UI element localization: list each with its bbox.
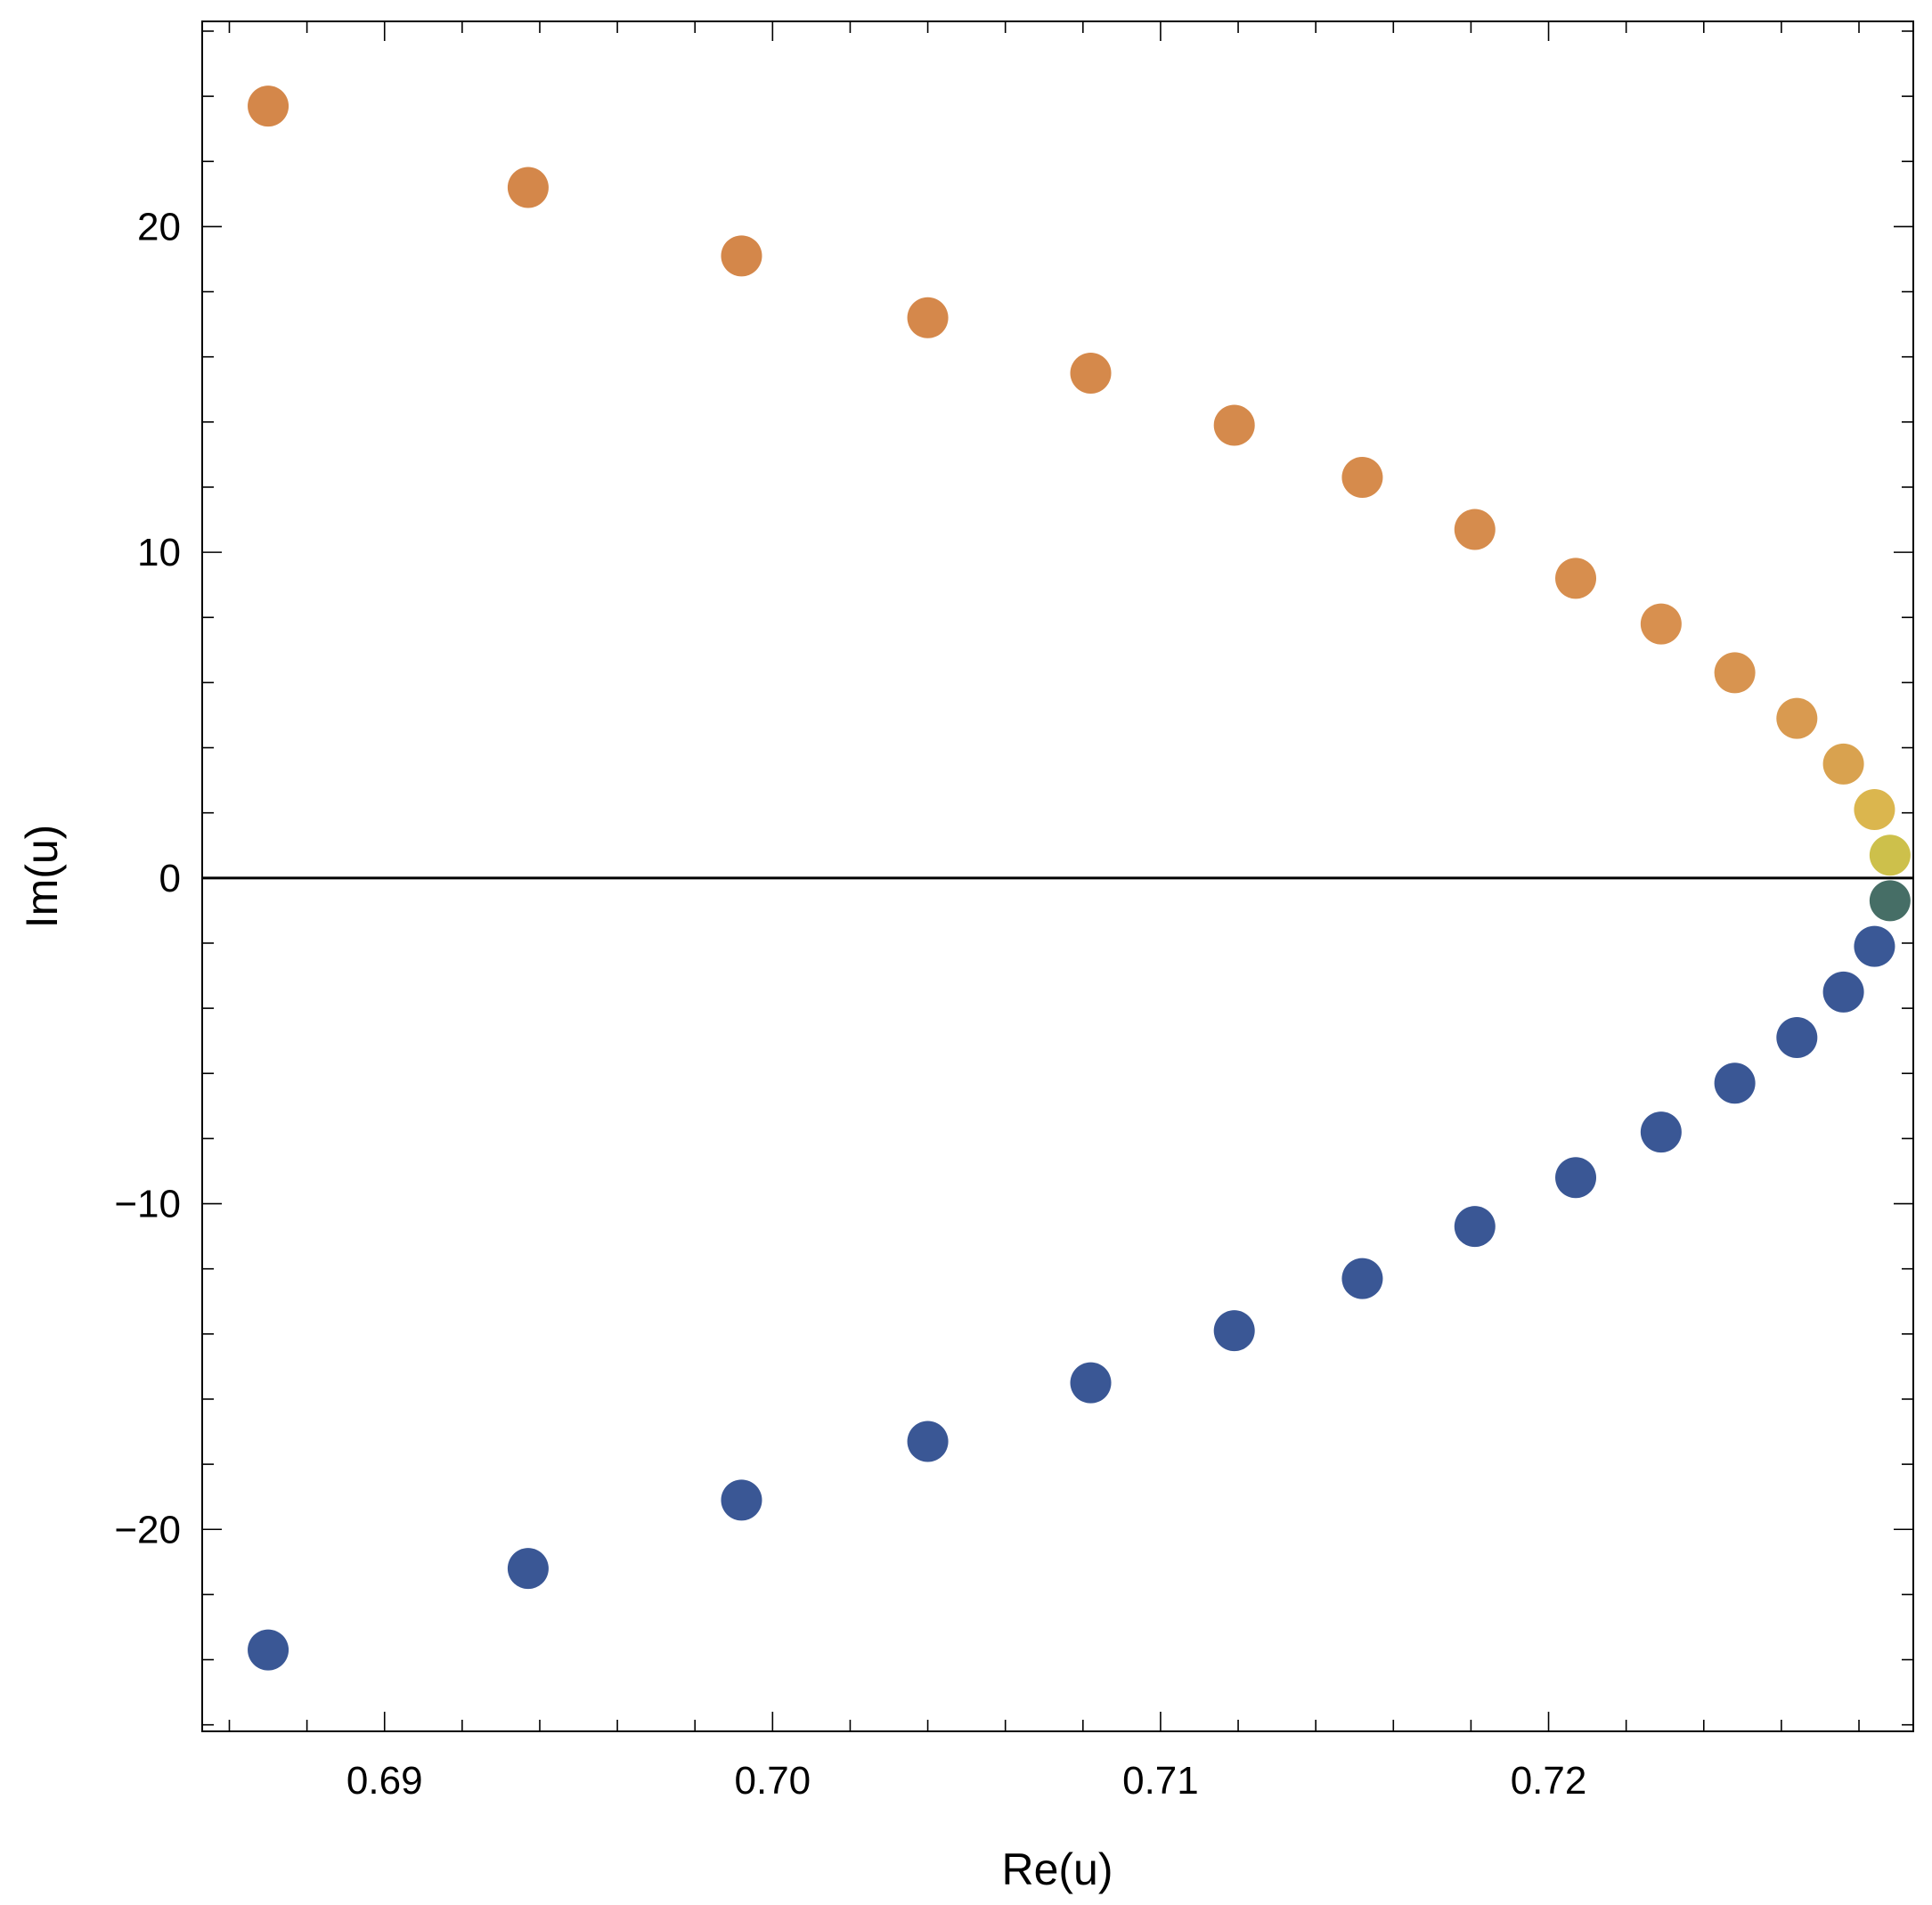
data-point: [1070, 1362, 1112, 1404]
data-point: [1454, 509, 1496, 550]
ticks-layer: [202, 21, 1913, 1731]
data-point: [721, 1479, 762, 1521]
data-point: [907, 297, 949, 338]
data-point: [721, 235, 762, 277]
data-point: [1776, 697, 1818, 739]
labels-layer: 0.69 0.70 0.71 0.72 −20 −10 0 10 20: [114, 205, 1586, 1803]
points-layer: [248, 85, 1911, 1671]
y-tick-label: −20: [114, 1508, 181, 1551]
x-tick-label: 0.71: [1122, 1759, 1199, 1803]
x-tick-label: 0.69: [346, 1759, 423, 1803]
data-point: [1640, 1111, 1682, 1153]
data-point: [1869, 880, 1911, 922]
data-point: [1854, 789, 1895, 831]
plot-frame-group: [201, 20, 1914, 1732]
data-point: [1555, 558, 1597, 599]
y-tick-label: 20: [137, 205, 181, 248]
data-point: [1854, 925, 1895, 967]
data-point: [1714, 1062, 1756, 1104]
data-point: [1213, 404, 1255, 446]
data-point: [1822, 743, 1864, 785]
data-point: [1822, 971, 1864, 1013]
data-point: [248, 1629, 289, 1671]
data-point: [507, 1548, 549, 1590]
data-point: [1640, 603, 1682, 645]
data-point: [1341, 457, 1383, 498]
data-point: [1213, 1310, 1255, 1352]
data-point: [248, 85, 289, 127]
y-axis-title: Im(u): [17, 825, 67, 929]
plot-frame: [201, 20, 1914, 1732]
x-axis-title: Re(u): [1001, 1844, 1113, 1894]
data-point: [1454, 1206, 1496, 1248]
data-point: [1341, 1258, 1383, 1299]
data-point: [1555, 1157, 1597, 1199]
data-point: [1714, 652, 1756, 694]
data-point: [907, 1421, 949, 1462]
data-point: [1776, 1017, 1818, 1059]
x-tick-label: 0.70: [735, 1759, 811, 1803]
y-tick-label: −10: [114, 1183, 181, 1226]
data-point: [507, 167, 549, 208]
y-tick-label: 10: [137, 531, 181, 574]
y-tick-label: 0: [159, 857, 181, 900]
data-point: [1869, 834, 1911, 876]
data-point: [1070, 352, 1112, 394]
x-tick-label: 0.72: [1511, 1759, 1587, 1803]
